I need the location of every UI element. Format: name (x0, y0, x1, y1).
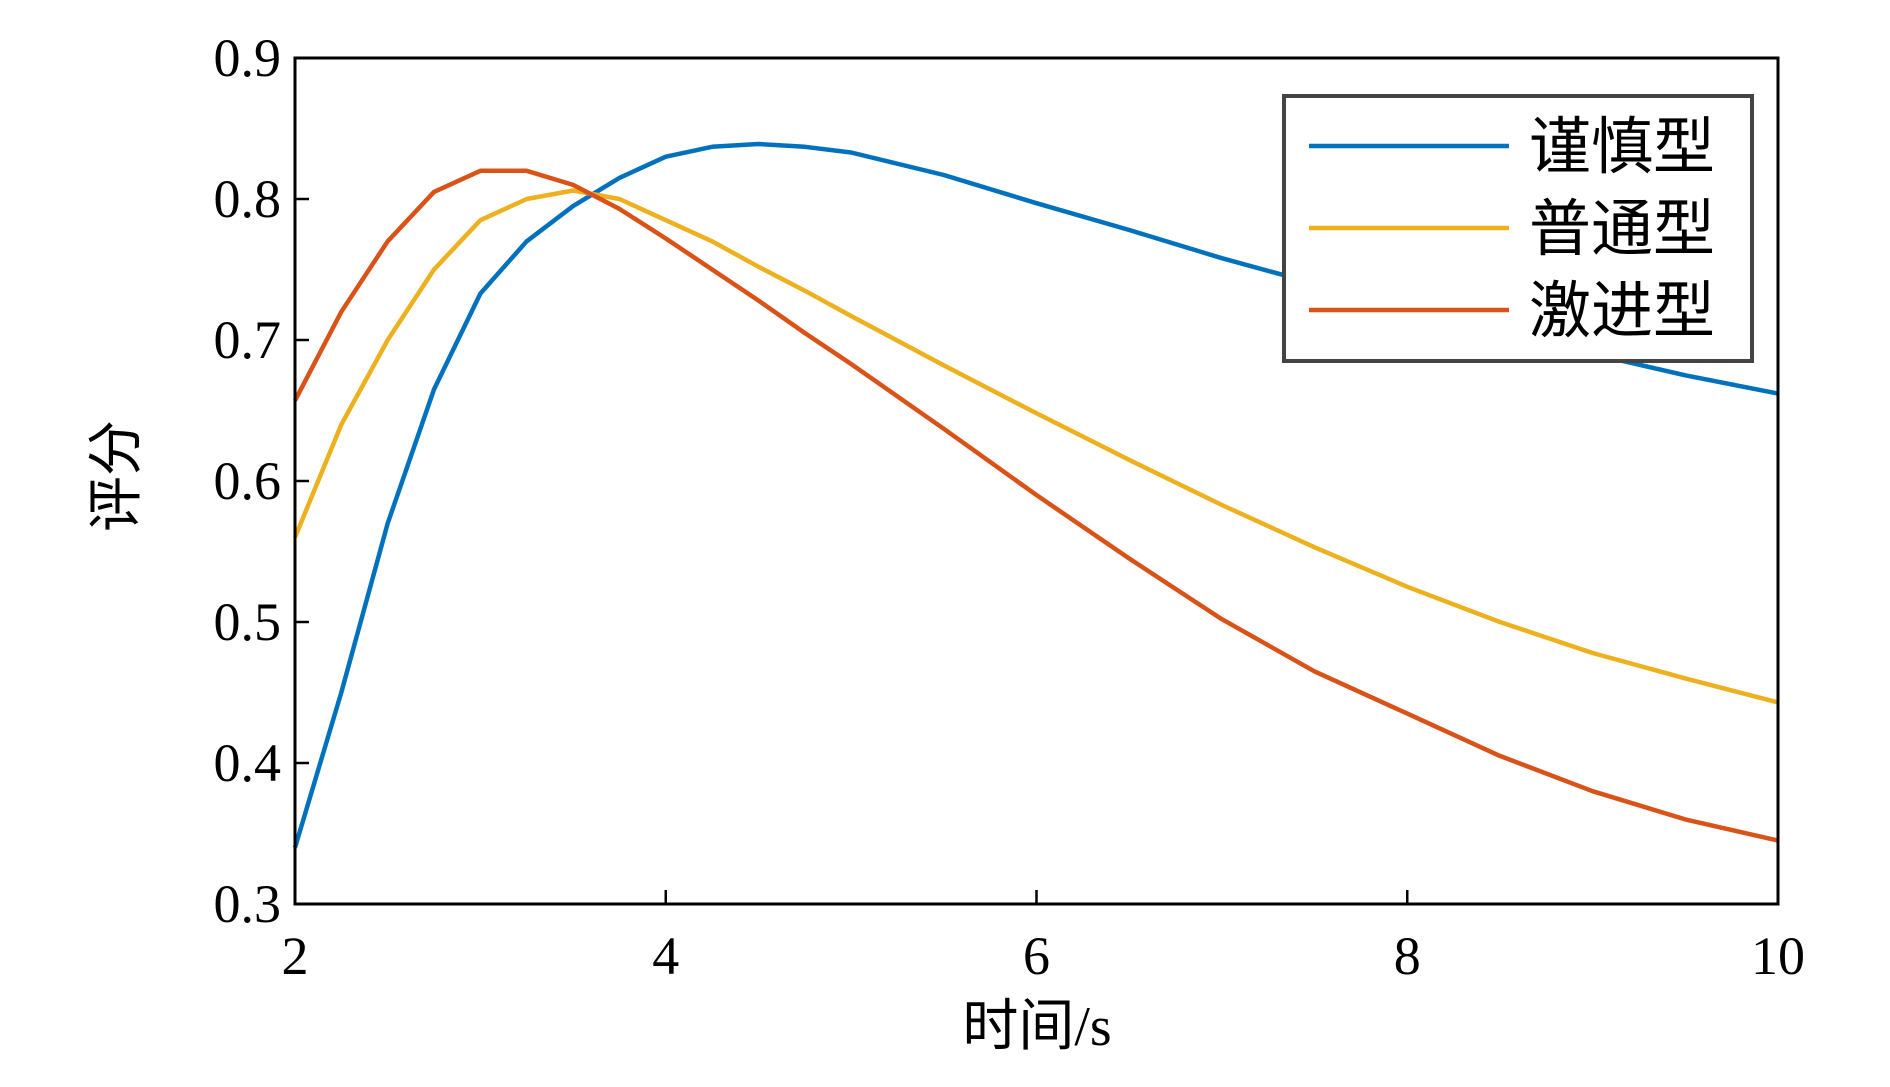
plot-frame (293, 56, 1780, 906)
legend-label: 激进型 (1529, 278, 1715, 346)
y-tick-label: 0.7 (214, 310, 282, 370)
y-tick-label: 0.8 (214, 169, 282, 229)
x-tick-label: 6 (1023, 926, 1050, 986)
y-axis-label: 评分 (86, 420, 148, 532)
x-axis-label: 时间/s (962, 996, 1111, 1058)
series-line (293, 168, 1779, 843)
x-tick-label: 4 (652, 926, 679, 986)
y-tick-label: 0.5 (214, 592, 282, 652)
legend-label: 谨慎型 (1529, 114, 1715, 182)
legend-label: 普通型 (1529, 196, 1715, 264)
y-tick-label: 0.6 (214, 451, 282, 511)
x-tick-label: 8 (1394, 926, 1421, 986)
y-tick-label: 0.9 (214, 28, 282, 88)
y-tick-label: 0.3 (214, 874, 282, 934)
y-tick-label: 0.4 (214, 733, 282, 793)
x-tick-label: 2 (282, 926, 309, 986)
x-tick-label: 10 (1751, 926, 1805, 986)
series-line (292, 188, 1779, 705)
